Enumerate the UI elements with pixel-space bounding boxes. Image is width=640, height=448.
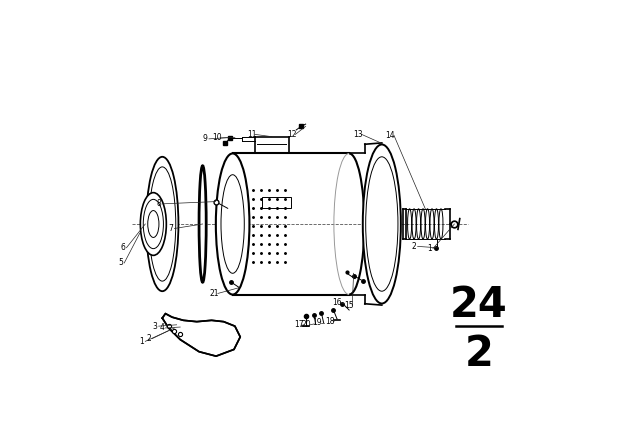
- Text: 21: 21: [209, 289, 219, 298]
- FancyBboxPatch shape: [262, 197, 291, 208]
- Text: 10: 10: [212, 134, 222, 142]
- Ellipse shape: [363, 145, 401, 304]
- Polygon shape: [163, 314, 240, 356]
- Text: 16: 16: [332, 298, 341, 307]
- Ellipse shape: [216, 153, 250, 295]
- Text: 15: 15: [344, 301, 353, 310]
- Ellipse shape: [199, 166, 206, 282]
- Text: 1: 1: [427, 244, 432, 253]
- Text: 12: 12: [287, 130, 296, 139]
- Text: 18: 18: [325, 317, 335, 326]
- Ellipse shape: [140, 193, 166, 255]
- Text: 6: 6: [120, 243, 125, 252]
- Text: 7: 7: [168, 224, 173, 233]
- Text: 11: 11: [246, 130, 256, 139]
- Text: 14: 14: [385, 131, 395, 140]
- Ellipse shape: [146, 157, 179, 291]
- Text: 1: 1: [140, 337, 144, 346]
- Text: 24: 24: [450, 284, 508, 326]
- Text: 20: 20: [301, 320, 312, 329]
- Text: 5: 5: [118, 258, 123, 267]
- Text: 13: 13: [353, 130, 363, 139]
- Text: 8: 8: [156, 199, 161, 208]
- Text: 2: 2: [412, 242, 417, 251]
- Text: 19: 19: [312, 318, 322, 327]
- Text: 3: 3: [153, 322, 157, 331]
- Text: 2: 2: [146, 334, 151, 343]
- Text: 2: 2: [465, 333, 493, 375]
- Text: 17: 17: [294, 320, 304, 329]
- Text: 9: 9: [203, 134, 208, 143]
- Text: 4: 4: [159, 323, 164, 332]
